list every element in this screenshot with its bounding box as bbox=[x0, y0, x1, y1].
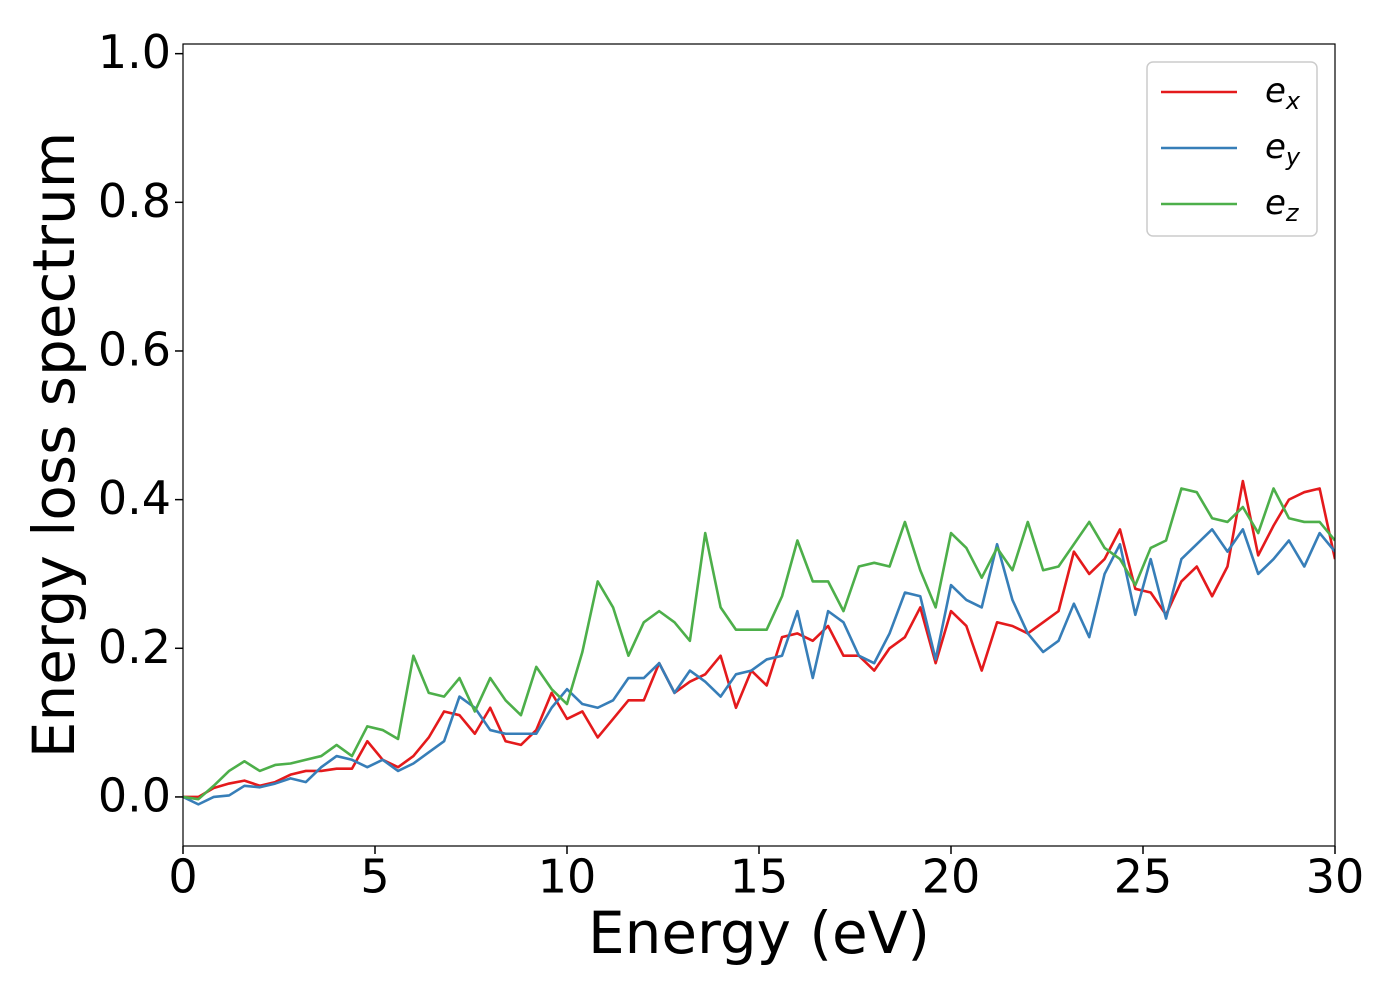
y-tick-label: 0.0 bbox=[98, 768, 171, 822]
plot-frame bbox=[182, 43, 1336, 847]
x-tick-label: 20 bbox=[922, 850, 981, 904]
x-tick-label: 10 bbox=[538, 850, 597, 904]
x-tick-label: 15 bbox=[730, 850, 789, 904]
y-tick-label: 0.6 bbox=[98, 322, 171, 376]
legend-label: ez bbox=[1265, 183, 1300, 228]
x-axis-label: Energy (eV) bbox=[588, 899, 930, 967]
x-tick-label: 30 bbox=[1306, 850, 1365, 904]
y-tick-label: 0.2 bbox=[98, 620, 171, 674]
plot-area bbox=[183, 479, 1335, 806]
y-tick-label: 0.4 bbox=[98, 471, 171, 525]
x-tick-label: 5 bbox=[360, 850, 389, 904]
line-series bbox=[183, 528, 1335, 806]
legend-label: ex bbox=[1265, 71, 1301, 116]
line-series bbox=[183, 487, 1335, 801]
legend-label: ey bbox=[1265, 127, 1301, 172]
y-tick-label: 0.8 bbox=[98, 174, 171, 228]
y-axis-label: Energy loss spectrum bbox=[20, 132, 88, 758]
x-tick-label: 0 bbox=[168, 850, 197, 904]
x-tick-label: 25 bbox=[1114, 850, 1173, 904]
y-tick-label: 1.0 bbox=[98, 25, 171, 79]
